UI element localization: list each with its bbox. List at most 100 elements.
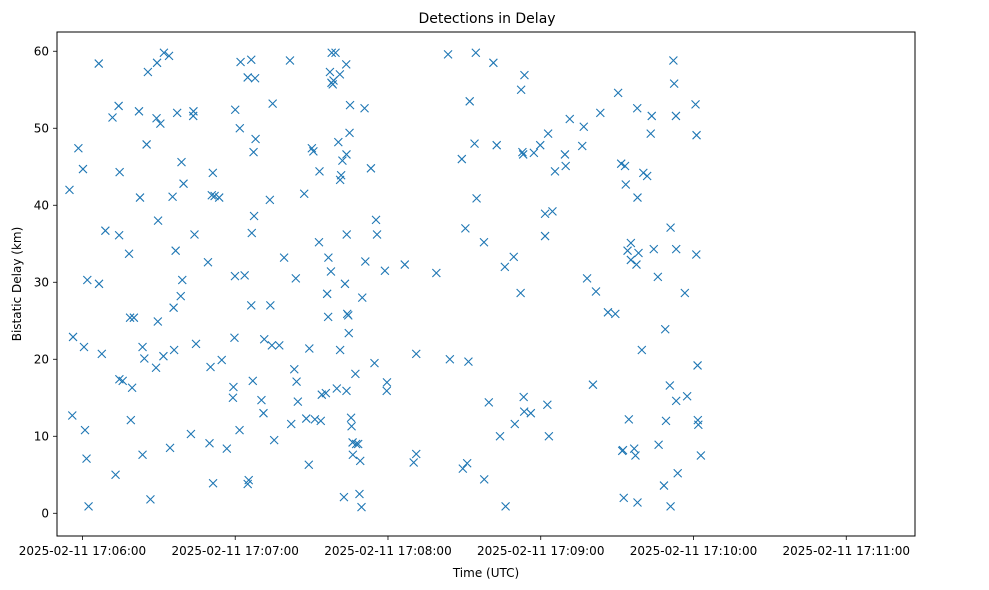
detection-point-258 — [691, 99, 700, 109]
detection-point-13 — [100, 226, 110, 236]
detection-point-55 — [189, 106, 198, 116]
detection-point-191 — [516, 85, 526, 95]
detection-point-176 — [465, 96, 475, 106]
detection-point-11 — [94, 279, 104, 289]
detection-point-20 — [118, 376, 128, 386]
detection-point-255 — [673, 468, 683, 478]
detection-point-130 — [335, 345, 345, 355]
detection-point-232 — [632, 103, 642, 113]
detection-point-240 — [647, 111, 657, 121]
detection-point-224 — [621, 180, 631, 189]
detection-point-24 — [127, 383, 137, 393]
detection-point-159 — [371, 215, 381, 225]
detection-point-135 — [341, 59, 351, 69]
detection-point-241 — [649, 244, 659, 254]
detection-point-172 — [458, 464, 468, 474]
detection-point-84 — [249, 147, 258, 157]
detection-point-209 — [565, 114, 575, 124]
detection-point-26 — [134, 106, 144, 116]
detection-point-44 — [168, 192, 177, 202]
detection-point-234 — [633, 498, 642, 507]
detection-point-145 — [347, 421, 356, 431]
detection-point-113 — [316, 416, 326, 426]
detection-point-177 — [470, 139, 479, 149]
detection-point-83 — [248, 376, 258, 386]
detection-point-261 — [693, 361, 702, 370]
detection-point-15 — [111, 470, 120, 480]
detection-point-66 — [217, 355, 227, 365]
detection-point-106 — [304, 460, 314, 470]
detection-point-42 — [164, 51, 174, 61]
detection-point-211 — [579, 122, 589, 132]
detection-point-120 — [326, 267, 336, 276]
detection-point-107 — [304, 344, 314, 353]
detection-point-118 — [324, 253, 333, 263]
detection-point-91 — [265, 195, 275, 205]
detection-point-23 — [126, 415, 136, 425]
detection-point-86 — [250, 73, 260, 83]
detection-point-85 — [249, 211, 259, 221]
detection-point-41 — [159, 48, 169, 58]
detection-point-104 — [299, 189, 309, 199]
detection-point-251 — [669, 79, 679, 88]
detection-point-27 — [135, 193, 145, 202]
detection-point-81 — [246, 55, 256, 65]
detection-point-2 — [68, 332, 78, 342]
detection-point-171 — [457, 154, 467, 164]
detection-point-12 — [97, 349, 107, 359]
detection-point-57 — [191, 339, 201, 349]
detection-point-119 — [325, 67, 335, 77]
detection-point-63 — [208, 478, 218, 488]
detection-point-150 — [353, 439, 363, 449]
detection-point-155 — [360, 103, 369, 113]
detection-point-165 — [409, 458, 419, 467]
detection-point-244 — [659, 481, 669, 490]
detection-point-231 — [632, 260, 641, 269]
detection-point-204 — [544, 431, 554, 441]
detection-point-5 — [79, 342, 89, 352]
detection-point-48 — [172, 108, 182, 118]
detection-point-87 — [251, 134, 260, 144]
detection-point-51 — [177, 275, 187, 285]
detection-point-32 — [143, 67, 153, 77]
detection-point-133 — [339, 492, 349, 502]
detection-point-186 — [500, 262, 510, 272]
detection-point-157 — [366, 163, 376, 173]
detection-point-29 — [138, 450, 147, 460]
detection-point-25 — [129, 313, 139, 323]
detection-point-82 — [247, 228, 257, 238]
detection-point-264 — [696, 451, 706, 460]
detection-point-143 — [345, 100, 355, 110]
detection-point-60 — [206, 362, 215, 372]
detection-point-14 — [108, 113, 117, 122]
detection-point-189 — [510, 419, 520, 429]
detection-point-160 — [372, 230, 382, 239]
detection-point-34 — [151, 363, 161, 373]
x-tick-label-3: 2025-02-11 17:09:00 — [477, 544, 604, 558]
detection-point-39 — [155, 119, 165, 129]
detection-point-151 — [355, 489, 364, 499]
detection-point-52 — [179, 179, 188, 189]
detection-point-94 — [268, 99, 278, 109]
detection-point-153 — [357, 502, 366, 512]
plot-area — [57, 32, 915, 536]
detection-point-125 — [331, 48, 340, 58]
detection-point-35 — [152, 113, 161, 123]
detection-point-162 — [382, 386, 392, 396]
detection-point-93 — [267, 341, 277, 350]
detection-point-217 — [610, 309, 620, 319]
detection-point-158 — [370, 358, 379, 368]
y-axis: 0 10 20 30 40 50 60 — [34, 44, 57, 520]
detection-point-201 — [540, 231, 550, 241]
detection-point-9 — [84, 501, 93, 511]
detection-point-62 — [208, 168, 218, 178]
detection-point-33 — [146, 495, 155, 504]
detection-point-79 — [244, 475, 254, 485]
detection-point-65 — [214, 193, 224, 202]
detection-point-105 — [301, 414, 311, 423]
detection-point-243 — [654, 440, 664, 450]
detection-point-109 — [308, 146, 318, 156]
detection-point-53 — [186, 429, 196, 439]
detection-point-245 — [660, 324, 670, 334]
x-tick-label-4: 2025-02-11 17:10:00 — [630, 544, 757, 558]
